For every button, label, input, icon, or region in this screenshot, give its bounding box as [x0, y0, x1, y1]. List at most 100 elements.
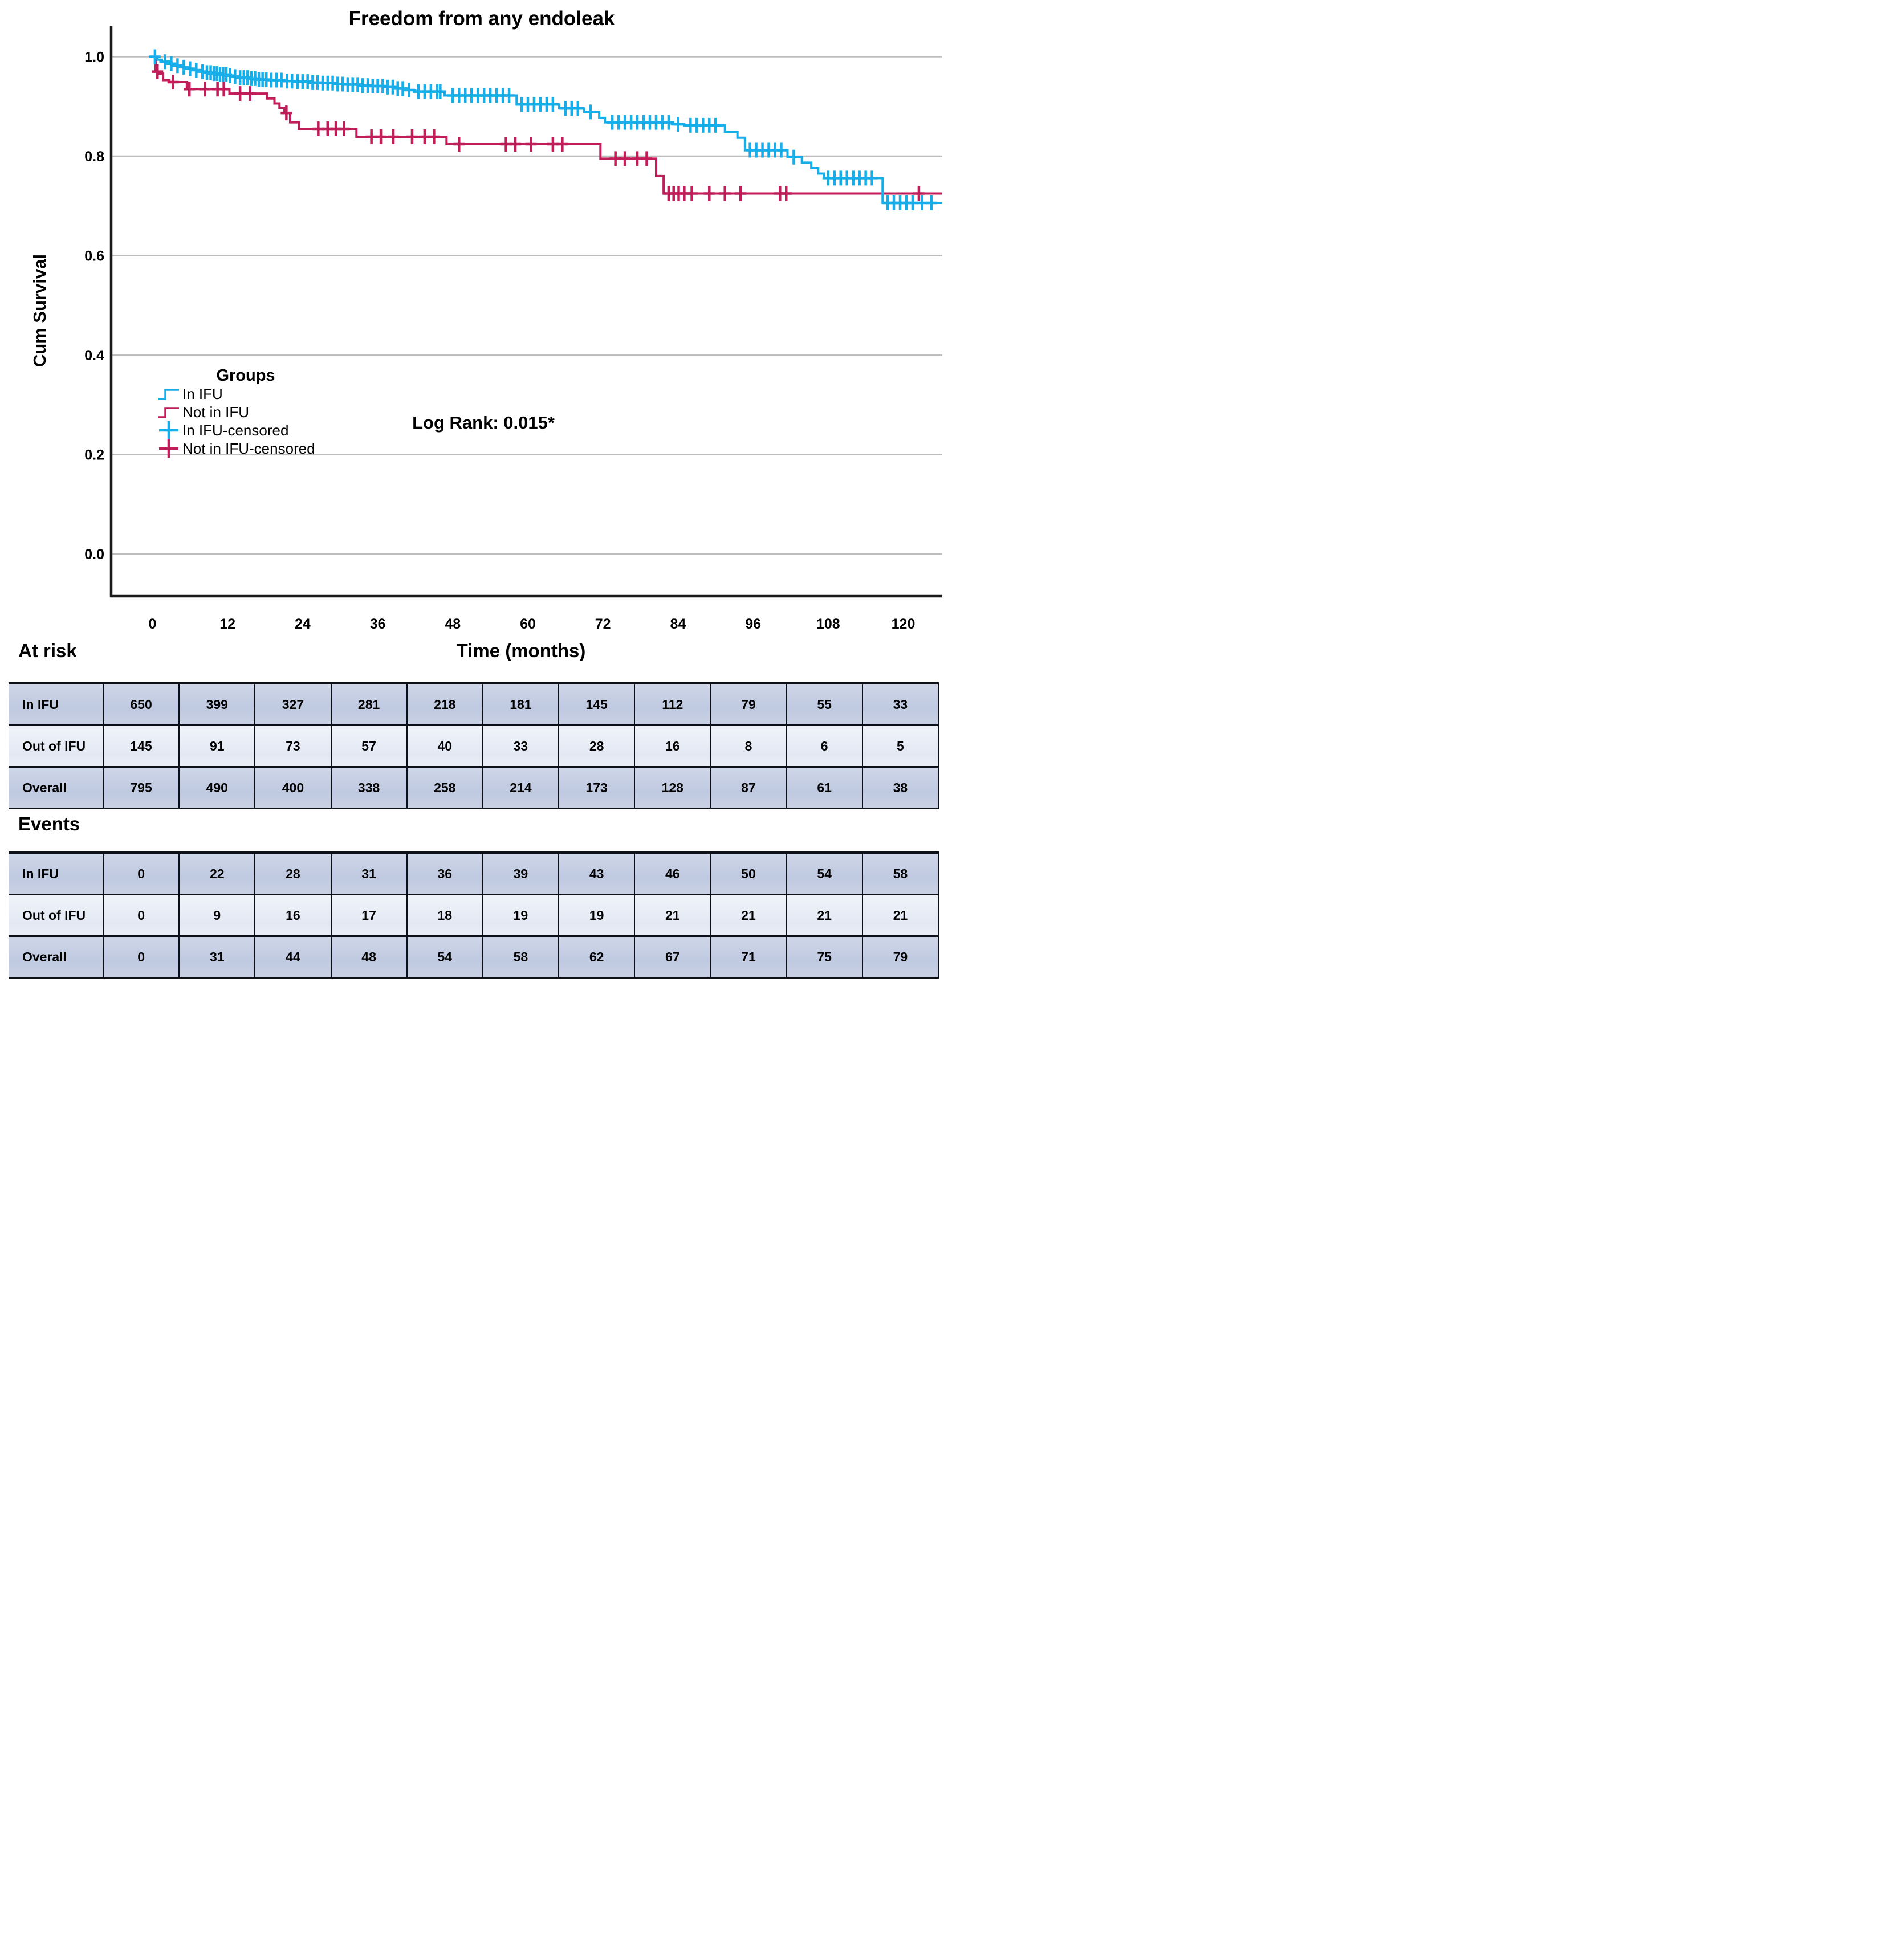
censor-mark	[218, 82, 230, 97]
table-cell: 57	[330, 724, 408, 768]
table-cell: 22	[178, 851, 256, 895]
table-cell: 17	[330, 894, 408, 937]
x-tick-label: 72	[595, 616, 611, 632]
table-cell: 281	[330, 682, 408, 726]
table-cell: 33	[861, 682, 939, 726]
censor-mark	[703, 186, 715, 201]
censor-mark	[619, 151, 631, 166]
table-row: In IFU 0 22 28 31 36 39 43 46 50 54 58	[9, 851, 939, 895]
table-cell: 73	[254, 724, 332, 768]
legend-item-label: In IFU-censored	[182, 422, 288, 439]
table-cell: 61	[786, 766, 863, 809]
legend-item-label: Not in IFU-censored	[182, 440, 315, 457]
table-cell: 21	[710, 894, 787, 937]
table-cell: 214	[482, 766, 560, 809]
table-cell: 44	[254, 935, 332, 979]
censor-mark	[172, 58, 184, 74]
log-rank-annotation: Log Rank: 0.015*	[412, 413, 555, 433]
legend-step-line-icon	[158, 407, 179, 418]
censor-mark	[925, 195, 937, 211]
y-tick-label: 1.0	[84, 50, 104, 66]
censor-mark	[244, 86, 256, 101]
censor-mark	[280, 105, 292, 121]
censor-mark	[780, 186, 792, 201]
table-cell: 327	[254, 682, 332, 726]
y-tick-labels: 1.0 0.8 0.6 0.4 0.2 0.0	[84, 50, 104, 563]
table-cell: 31	[330, 851, 408, 895]
events-table: In IFU 0 22 28 31 36 39 43 46 50 54 58 Out of IFU 0 9 1…	[9, 851, 939, 979]
table-cell: 0	[102, 851, 180, 895]
figure-page: Freedom from any endoleak 1.0 0.8 0.6 0.4 0.…	[0, 0, 944, 980]
censor-mark	[152, 64, 164, 79]
table-row: In IFU 650 399 327 281 218 181 145 112 79 55 33	[9, 682, 939, 726]
y-tick-label: 0.0	[84, 547, 104, 563]
table-cell: 19	[558, 894, 636, 937]
table-cell: 8	[710, 724, 787, 768]
table-cell: 795	[102, 766, 180, 809]
censor-mark	[406, 129, 418, 144]
censor-mark	[167, 74, 179, 89]
row-label: Overall	[9, 766, 104, 809]
table-row: Overall 795 490 400 338 258 214 173 128 87 61 38	[9, 766, 939, 809]
table-cell: 48	[330, 935, 408, 979]
y-tick-label: 0.2	[84, 447, 104, 463]
table-cell: 21	[861, 894, 939, 937]
table-cell: 33	[482, 724, 560, 768]
table-cell: 28	[254, 851, 332, 895]
table-cell: 338	[330, 766, 408, 809]
table-cell: 19	[482, 894, 560, 937]
censor-mark	[184, 61, 196, 76]
x-tick-label: 96	[745, 616, 761, 632]
censor-mark	[190, 63, 202, 78]
x-tick-label: 84	[670, 616, 686, 632]
table-cell: 71	[710, 935, 787, 979]
censor-mark	[719, 186, 731, 201]
censor-mark	[735, 186, 747, 201]
km-chart: Freedom from any endoleak 1.0 0.8 0.6 0.4 0.…	[30, 7, 942, 632]
row-label: In IFU	[9, 851, 104, 895]
survival-curve-not-in-ifu	[152, 55, 942, 195]
row-label: In IFU	[9, 682, 104, 726]
table-cell: 75	[786, 935, 863, 979]
x-tick-label: 120	[892, 616, 915, 632]
censor-mark	[913, 186, 925, 201]
row-label: Out of IFU	[9, 724, 104, 768]
legend-item-label: In IFU	[182, 385, 223, 402]
censor-mark	[453, 137, 465, 152]
x-tick-label: 60	[520, 616, 536, 632]
axes	[109, 26, 942, 598]
table-cell: 128	[634, 766, 711, 809]
table-cell: 54	[786, 851, 863, 895]
table-row: Out of IFU 0 9 16 17 18 19 19 21 21 21 21	[9, 894, 939, 937]
censor-mark	[397, 81, 409, 96]
censor-mark	[686, 186, 698, 201]
table-cell: 46	[634, 851, 711, 895]
censor-mark	[547, 97, 559, 112]
table-cell: 87	[710, 766, 787, 809]
table-cell: 62	[558, 935, 636, 979]
censor-mark	[165, 56, 177, 71]
censor-mark	[662, 115, 674, 130]
y-axis-label: Cum Survival	[30, 254, 50, 367]
y-tick-label: 0.8	[84, 149, 104, 165]
table-cell: 650	[102, 682, 180, 726]
table-cell: 67	[634, 935, 711, 979]
legend-plus-icon	[159, 421, 178, 439]
x-tick-labels: 0 12 24 36 48 60 72 84 96 108 120	[149, 616, 915, 632]
table-cell: 54	[406, 935, 483, 979]
y-tick-label: 0.6	[84, 248, 104, 264]
table-cell: 91	[178, 724, 256, 768]
x-tick-label: 48	[445, 616, 461, 632]
censor-mark	[866, 170, 878, 186]
x-tick-label: 108	[816, 616, 840, 632]
table-row: Overall 0 31 44 48 54 58 62 67 71 75 79	[9, 935, 939, 979]
censor-mark	[672, 117, 684, 132]
table-cell: 40	[406, 724, 483, 768]
censor-mark	[375, 129, 387, 144]
censor-mark	[775, 142, 787, 158]
legend-title: Groups	[216, 366, 275, 385]
y-tick-label: 0.4	[84, 348, 104, 364]
x-tick-label: 24	[295, 616, 311, 632]
censor-mark	[641, 151, 653, 166]
